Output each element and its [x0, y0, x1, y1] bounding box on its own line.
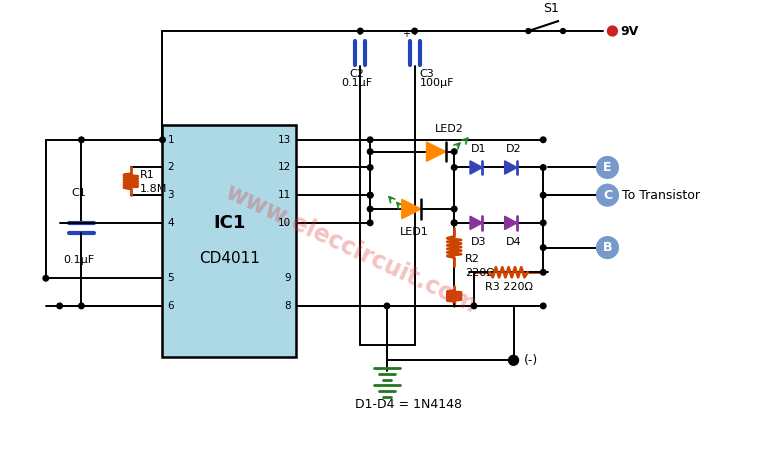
Circle shape: [541, 220, 546, 226]
Text: +: +: [402, 29, 410, 39]
Circle shape: [452, 149, 457, 154]
Text: C1: C1: [71, 188, 86, 198]
Text: IC1: IC1: [213, 214, 246, 232]
Polygon shape: [470, 216, 482, 229]
Text: R1: R1: [140, 170, 154, 180]
Polygon shape: [426, 142, 445, 161]
Circle shape: [357, 28, 363, 34]
Text: To Transistor: To Transistor: [622, 188, 700, 202]
Polygon shape: [470, 161, 482, 174]
Text: 9: 9: [284, 273, 291, 283]
Text: 12: 12: [278, 162, 291, 172]
Text: 8: 8: [284, 301, 291, 311]
Circle shape: [367, 220, 373, 226]
Text: 1: 1: [167, 135, 174, 145]
Circle shape: [541, 303, 546, 308]
Circle shape: [597, 157, 618, 178]
Circle shape: [541, 137, 546, 142]
Circle shape: [541, 165, 546, 170]
Text: 0.1μF: 0.1μF: [63, 256, 94, 266]
Polygon shape: [505, 161, 517, 174]
Circle shape: [452, 206, 457, 212]
Circle shape: [367, 149, 373, 154]
Text: www.eleccircuit.com: www.eleccircuit.com: [220, 179, 480, 317]
Circle shape: [78, 137, 84, 142]
Text: 220Ω: 220Ω: [465, 268, 495, 278]
Text: 2: 2: [167, 162, 174, 172]
Text: C2: C2: [350, 69, 365, 79]
Circle shape: [57, 303, 62, 308]
Bar: [163, 125, 296, 357]
Circle shape: [367, 206, 373, 212]
Circle shape: [367, 137, 373, 142]
Circle shape: [541, 192, 546, 198]
Text: D1: D1: [472, 144, 487, 154]
Circle shape: [452, 220, 457, 226]
Circle shape: [43, 276, 48, 281]
Circle shape: [508, 356, 518, 365]
Text: 11: 11: [278, 190, 291, 200]
Text: D3: D3: [472, 237, 487, 247]
Text: 1.8M: 1.8M: [140, 184, 167, 194]
Text: C3: C3: [419, 69, 435, 79]
Circle shape: [541, 245, 546, 250]
Text: CD4011: CD4011: [199, 251, 260, 267]
Text: S1: S1: [543, 2, 558, 15]
Circle shape: [452, 165, 457, 170]
Text: LED2: LED2: [435, 124, 464, 134]
Polygon shape: [402, 199, 421, 218]
Circle shape: [367, 192, 373, 198]
Circle shape: [384, 303, 389, 308]
Text: 9V: 9V: [621, 24, 638, 38]
Text: 13: 13: [278, 135, 291, 145]
Text: 10: 10: [278, 218, 291, 228]
Circle shape: [452, 220, 457, 226]
Text: E: E: [603, 161, 612, 174]
Text: R2: R2: [465, 255, 480, 265]
Polygon shape: [505, 216, 517, 229]
Circle shape: [597, 237, 618, 258]
Text: D2: D2: [506, 144, 521, 154]
Text: 100μF: 100μF: [419, 79, 454, 89]
Circle shape: [472, 303, 477, 308]
Circle shape: [597, 184, 618, 206]
Circle shape: [78, 303, 84, 308]
Circle shape: [607, 26, 617, 36]
Text: 0.1μF: 0.1μF: [342, 79, 372, 89]
Circle shape: [160, 137, 165, 142]
Circle shape: [526, 29, 531, 33]
Text: B: B: [603, 241, 612, 254]
Text: 6: 6: [167, 301, 174, 311]
Circle shape: [367, 192, 373, 198]
Text: D1-D4 = 1N4148: D1-D4 = 1N4148: [356, 398, 462, 411]
Circle shape: [412, 28, 418, 34]
Text: D4: D4: [506, 237, 521, 247]
Circle shape: [561, 29, 565, 33]
Circle shape: [541, 269, 546, 275]
Text: (-): (-): [524, 354, 538, 367]
Text: R3 220Ω: R3 220Ω: [485, 282, 532, 292]
Text: 5: 5: [167, 273, 174, 283]
Text: 3: 3: [167, 190, 174, 200]
Text: C: C: [603, 188, 612, 202]
Text: LED1: LED1: [400, 227, 429, 237]
Text: 4: 4: [167, 218, 174, 228]
Circle shape: [367, 165, 373, 170]
